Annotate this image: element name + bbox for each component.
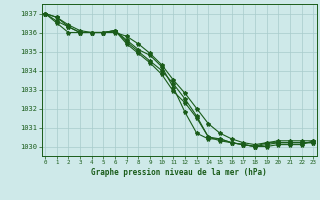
X-axis label: Graphe pression niveau de la mer (hPa): Graphe pression niveau de la mer (hPa): [91, 168, 267, 177]
